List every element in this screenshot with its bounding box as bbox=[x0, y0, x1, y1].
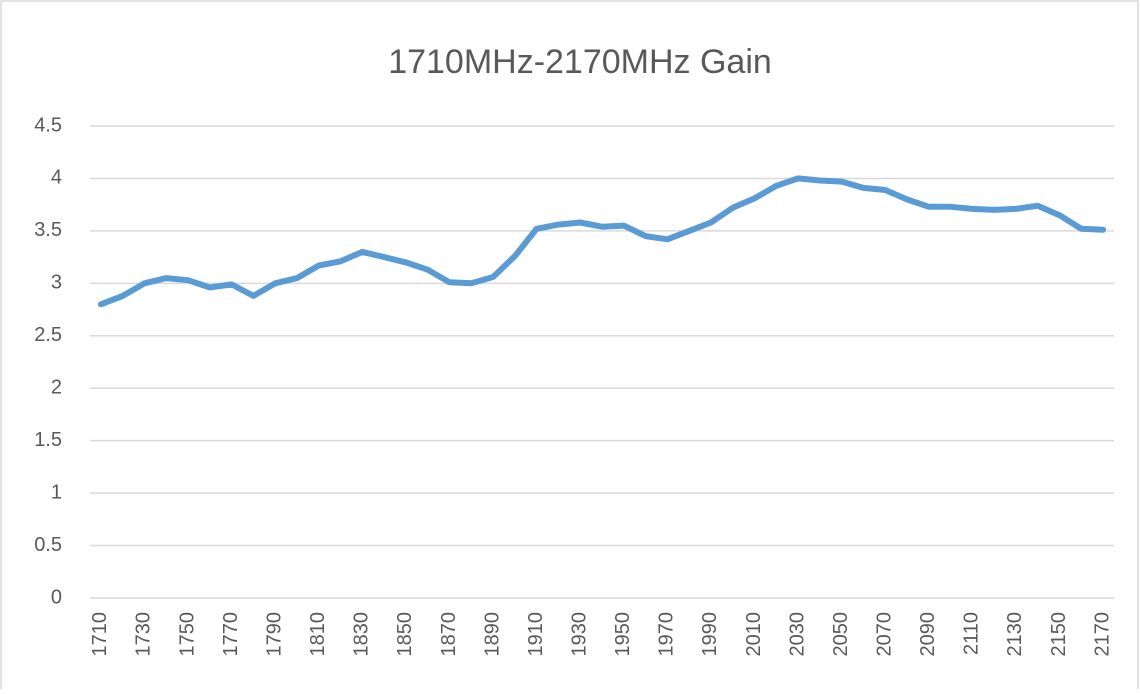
x-tick-label: 2110 bbox=[961, 612, 983, 655]
y-tick-label: 0 bbox=[51, 586, 62, 608]
y-tick-label: 3 bbox=[51, 272, 62, 294]
x-tick-label: 2050 bbox=[830, 612, 852, 657]
x-tick-label: 2070 bbox=[874, 612, 896, 657]
chart-title: 1710MHz-2170MHz Gain bbox=[388, 43, 772, 81]
x-tick-label: 2170 bbox=[1091, 612, 1113, 657]
x-tick-label: 2150 bbox=[1048, 612, 1070, 657]
x-tick-label: 1930 bbox=[568, 612, 590, 657]
x-tick-label: 1770 bbox=[220, 612, 242, 657]
x-tick-label: 1710 bbox=[89, 612, 111, 657]
x-tick-label: 2130 bbox=[1004, 612, 1026, 657]
line bbox=[97, 175, 1107, 308]
y-tick-label: 4 bbox=[51, 167, 62, 189]
y-tick-label: 3.5 bbox=[34, 219, 62, 241]
x-tick-label: 1850 bbox=[394, 612, 416, 657]
y-tick-label: 0.5 bbox=[34, 534, 62, 556]
x-tick-label: 1910 bbox=[525, 612, 547, 657]
x-tick-label: 1950 bbox=[612, 612, 634, 657]
y-tick-label: 1 bbox=[51, 481, 62, 503]
x-tick-label: 1730 bbox=[133, 612, 155, 657]
x-tick-label: 2030 bbox=[786, 612, 808, 657]
x-tick-label: 1970 bbox=[656, 612, 678, 657]
x-tick-label: 1870 bbox=[438, 612, 460, 657]
y-tick-label: 4.5 bbox=[34, 114, 62, 136]
x-tick-label: 2090 bbox=[917, 612, 939, 657]
y-tick-label: 2 bbox=[51, 377, 62, 399]
x-tick-label: 1750 bbox=[176, 612, 198, 657]
x-tick-label: 1830 bbox=[351, 612, 373, 657]
x-tick-label: 1790 bbox=[263, 612, 285, 657]
x-tick-label: 1890 bbox=[481, 612, 503, 657]
y-tick-label: 2.5 bbox=[34, 324, 62, 346]
y-tick-label: 1.5 bbox=[34, 429, 62, 451]
x-tick-label: 1810 bbox=[307, 612, 329, 657]
x-tick-label: 1990 bbox=[699, 612, 721, 657]
x-tick-label: 2010 bbox=[743, 612, 765, 657]
